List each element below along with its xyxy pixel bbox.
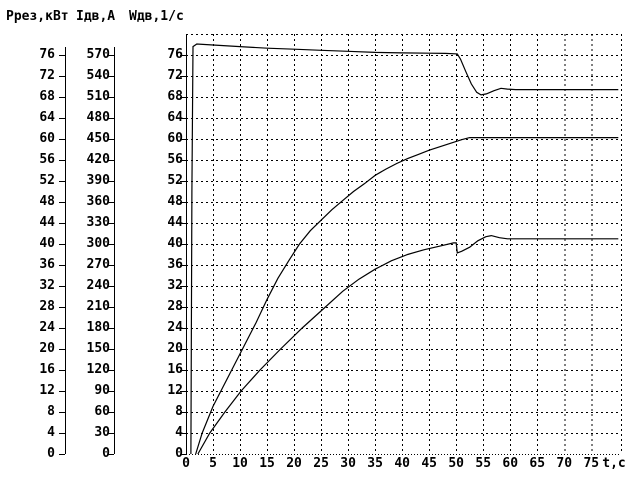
y-tick-label: 4: [47, 425, 55, 440]
x-tick-label: 30: [340, 456, 356, 471]
y-tick-label: 12: [167, 383, 183, 398]
y-tick-label: 68: [39, 89, 55, 104]
y-tick-label: 16: [167, 362, 183, 377]
y-axis-title-current: Iдв,А: [76, 9, 116, 24]
y-tick-label: 16: [39, 362, 55, 377]
x-tick-label: 25: [313, 456, 329, 471]
x-tick-label: 65: [529, 456, 546, 471]
y-tick-label: 540: [86, 68, 110, 83]
y-tick-label: 64: [167, 110, 183, 125]
y-tick-label: 510: [86, 89, 110, 104]
x-tick-label: 15: [259, 456, 275, 471]
y-tick-label: 24: [39, 320, 55, 335]
y-tick-label: 48: [167, 194, 183, 209]
y-tick-label: 36: [167, 257, 183, 272]
y-tick-label: 24: [167, 320, 183, 335]
x-tick-label: 60: [502, 456, 519, 471]
y-tick-label: 360: [86, 194, 110, 209]
x-tick-label: 55: [475, 456, 492, 471]
y-tick-label: 0: [47, 446, 55, 461]
x-tick-label: 75: [583, 456, 600, 471]
y-tick-label: 76: [167, 47, 183, 62]
x-tick-label: 40: [394, 456, 410, 471]
y-tick-label: 60: [167, 131, 183, 146]
y-tick-label: 300: [86, 236, 110, 251]
y-tick-label: 180: [86, 320, 110, 335]
x-tick-label: 5: [209, 456, 217, 471]
y-tick-label: 44: [167, 215, 183, 230]
y-tick-label: 30: [94, 425, 110, 440]
x-tick-label: 35: [367, 456, 383, 471]
y-tick-label: 8: [47, 404, 55, 419]
y-tick-label: 56: [167, 152, 183, 167]
y-tick-label: 210: [86, 299, 110, 314]
y-tick-label: 0: [175, 446, 183, 461]
y-tick-label: 32: [167, 278, 183, 293]
y-tick-label: 450: [86, 131, 110, 146]
y-tick-label: 76: [39, 47, 55, 62]
y-tick-label: 420: [86, 152, 110, 167]
y-tick-label: 20: [167, 341, 183, 356]
y-tick-label: 150: [86, 341, 110, 356]
y-tick-label: 64: [39, 110, 55, 125]
y-tick-label: 68: [167, 89, 183, 104]
series-curve-w: [190, 43, 619, 455]
x-tick-label: 45: [421, 456, 437, 471]
x-tick-label: 10: [232, 456, 248, 471]
y-tick-label: 36: [39, 257, 55, 272]
y-tick-label: 40: [39, 236, 55, 251]
y-tick-label: 4: [175, 425, 183, 440]
x-axis-unit-label: t,c: [602, 456, 626, 471]
x-tick-label: 0: [182, 456, 190, 471]
y-tick-label: 48: [39, 194, 55, 209]
y-tick-label: 20: [39, 341, 55, 356]
y-axis-title-power: Ррез,кВт: [6, 9, 69, 24]
y-tick-label: 240: [86, 278, 110, 293]
y-axis-title-speed: Wдв,1/с: [129, 9, 184, 24]
y-tick-label: 28: [39, 299, 55, 314]
y-tick-label: 60: [94, 404, 110, 419]
series-curve-i: [195, 137, 619, 455]
y-tick-label: 28: [167, 299, 183, 314]
y-tick-label: 90: [94, 383, 110, 398]
y-tick-label: 52: [167, 173, 183, 188]
y-tick-label: 120: [86, 362, 110, 377]
y-tick-label: 52: [39, 173, 55, 188]
series-curve-p: [197, 234, 619, 455]
x-tick-label: 20: [286, 456, 302, 471]
y-tick-label: 0: [102, 446, 110, 461]
y-tick-label: 72: [167, 68, 183, 83]
y-tick-label: 390: [86, 173, 110, 188]
y-tick-label: 480: [86, 110, 110, 125]
y-tick-label: 270: [86, 257, 110, 272]
y-tick-label: 8: [175, 404, 183, 419]
y-tick-label: 570: [86, 47, 110, 62]
x-tick-label: 70: [556, 456, 573, 471]
y-tick-label: 72: [39, 68, 55, 83]
y-tick-label: 60: [39, 131, 55, 146]
y-tick-label: 32: [39, 278, 55, 293]
y-tick-label: 12: [39, 383, 55, 398]
y-tick-label: 40: [167, 236, 183, 251]
y-tick-label: 56: [39, 152, 55, 167]
y-tick-label: 44: [39, 215, 55, 230]
y-tick-label: 330: [86, 215, 110, 230]
x-tick-label: 50: [448, 456, 464, 471]
